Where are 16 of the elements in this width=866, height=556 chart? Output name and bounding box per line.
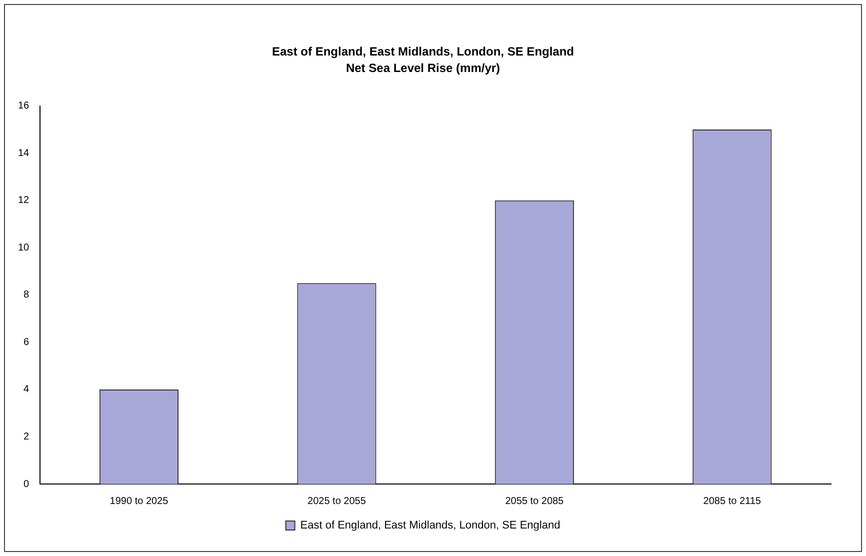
x-tick-label: 2085 to 2115	[703, 496, 762, 507]
y-tick-label: 2	[24, 431, 30, 442]
y-tick-label: 16	[18, 100, 30, 112]
x-tick-label: 2025 to 2055	[308, 496, 366, 507]
chart-subtitle: Net Sea Level Rise (mm/yr)	[346, 60, 500, 75]
y-tick-label: 8	[24, 290, 30, 301]
y-tick-label: 6	[24, 336, 30, 348]
y-tick-label: 14	[18, 148, 30, 159]
y-tick-label: 10	[18, 242, 30, 254]
x-tick-label: 2055 to 2085	[505, 496, 564, 507]
y-tick-label: 0	[24, 478, 30, 490]
y-tick-label: 12	[18, 195, 30, 206]
chart-title: East of England, East Midlands, London, SE England	[272, 44, 574, 59]
x-tick-label: 1990 to 2025	[110, 496, 169, 507]
legend-label: East of England, East Midlands, London, SE England	[300, 520, 560, 532]
y-tick-label: 4	[24, 384, 30, 396]
